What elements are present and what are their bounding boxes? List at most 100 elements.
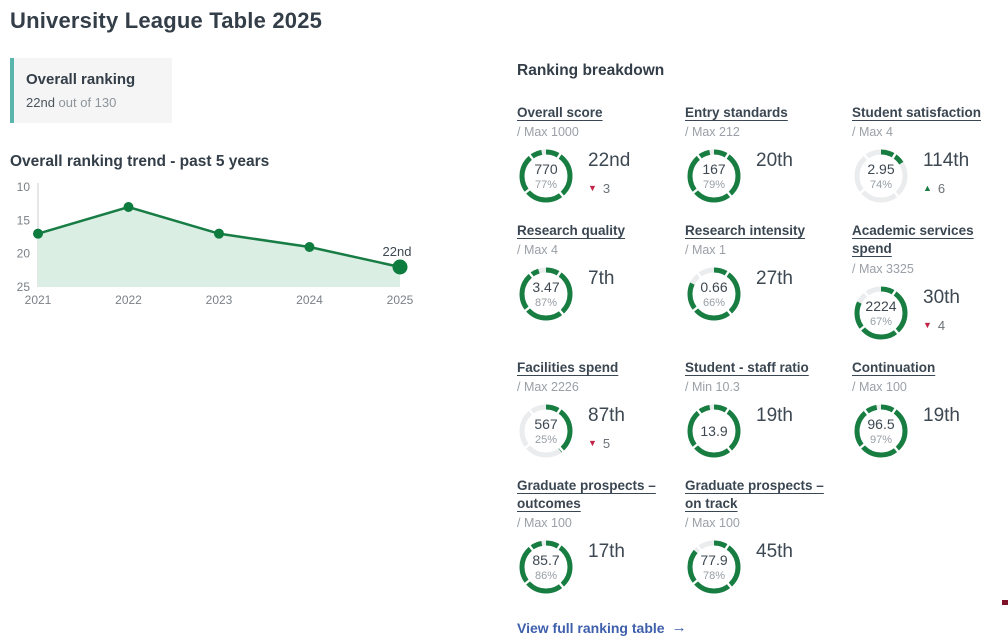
metric-card: Graduate prospects – on track / Max 100 77… bbox=[685, 477, 852, 596]
rank-label: 7th bbox=[588, 268, 615, 290]
rank-label: 17th bbox=[588, 541, 625, 563]
gauge-percent: 77% bbox=[535, 179, 557, 191]
view-full-table-link[interactable]: View full ranking table → bbox=[517, 619, 1008, 636]
svg-text:2025: 2025 bbox=[387, 293, 414, 307]
rank-block: 27th bbox=[756, 265, 793, 290]
metric-gauge: 3.47 87% bbox=[519, 267, 573, 321]
rank-block: 45th bbox=[756, 538, 793, 563]
rank-change: ▲ 6 bbox=[923, 181, 969, 196]
page-title: University League Table 2025 bbox=[10, 8, 323, 33]
overall-rank: 22nd bbox=[26, 95, 55, 110]
gauge-value: 2.95 bbox=[867, 161, 894, 177]
metric-card: Research quality / Max 4 3.47 87% 7th bbox=[517, 222, 685, 341]
rank-block: 22nd ▼ 3 bbox=[588, 147, 630, 196]
svg-text:15: 15 bbox=[17, 213, 31, 227]
rank-up-icon: ▲ bbox=[923, 183, 932, 194]
gauge-percent: 79% bbox=[703, 179, 725, 191]
breakdown-title: Ranking breakdown bbox=[517, 62, 665, 79]
rank-change: ▼ 3 bbox=[588, 181, 630, 196]
metric-max-label: / Max 4 bbox=[517, 243, 558, 258]
metric-title-link[interactable]: Entry standards bbox=[685, 105, 788, 120]
rank-label: 114th bbox=[923, 150, 970, 172]
rank-change: ▼ 4 bbox=[923, 318, 960, 333]
ranking-breakdown-panel: Ranking breakdown Overall score / Max 100… bbox=[517, 62, 1008, 636]
gauge-value: 77.9 bbox=[700, 552, 727, 568]
gauge-value: 0.66 bbox=[700, 279, 727, 295]
metric-max-label: / Max 1 bbox=[685, 243, 726, 258]
rank-label: 20th bbox=[756, 150, 793, 172]
rank-label: 22nd bbox=[588, 150, 631, 172]
rank-down-icon: ▼ bbox=[588, 183, 597, 194]
metric-card: Facilities spend / Max 2226 567 25% 87th ▼ 5 bbox=[517, 359, 685, 460]
rank-down-icon: ▼ bbox=[588, 437, 597, 448]
metric-title-link[interactable]: Student satisfaction bbox=[852, 105, 982, 120]
gauge-row: 96.5 97% 19th bbox=[852, 402, 998, 460]
rank-change-amount: 5 bbox=[602, 435, 611, 451]
rank-label: 19th bbox=[756, 404, 793, 426]
metric-max-label: / Max 100 bbox=[685, 516, 740, 531]
rank-block: 30th ▼ 4 bbox=[923, 284, 960, 333]
rank-change: ▼ 5 bbox=[588, 436, 625, 451]
rank-block: 87th ▼ 5 bbox=[588, 402, 625, 451]
gauge-percent: 78% bbox=[703, 570, 725, 582]
svg-text:2023: 2023 bbox=[206, 293, 233, 307]
metric-card: Continuation / Max 100 96.5 97% 19th bbox=[852, 359, 1008, 460]
rank-change-amount: 6 bbox=[937, 181, 946, 197]
rank-block: 7th bbox=[588, 265, 614, 290]
metric-max-label: / Max 1000 bbox=[517, 125, 579, 140]
metric-gauge: 85.7 86% bbox=[519, 540, 573, 594]
svg-text:2024: 2024 bbox=[296, 293, 323, 307]
gauge-value: 770 bbox=[534, 161, 558, 177]
metric-title-link[interactable]: Continuation bbox=[852, 359, 936, 375]
metric-card: Entry standards / Max 212 167 79% 20th bbox=[685, 104, 852, 205]
rank-label: 19th bbox=[923, 404, 960, 426]
metric-title-link[interactable]: Overall score bbox=[517, 105, 603, 120]
overall-rank-suffix: out of 130 bbox=[58, 95, 117, 110]
metric-card: Research intensity / Max 1 0.66 66% 27th bbox=[685, 222, 852, 341]
metric-cards-grid: Overall score / Max 1000 770 77% 22nd ▼ 3 Entry… bbox=[517, 104, 1008, 596]
metric-title-link[interactable]: Research quality bbox=[517, 223, 626, 239]
rank-change-amount: 4 bbox=[937, 317, 946, 333]
gauge-value: 85.7 bbox=[532, 552, 559, 568]
metric-gauge: 13.9 bbox=[687, 404, 741, 458]
view-full-table-label: View full ranking table bbox=[517, 619, 665, 636]
metric-title-link[interactable]: Academic services spend bbox=[852, 223, 974, 257]
metric-max-label: / Max 3325 bbox=[852, 261, 914, 276]
gauge-percent: 97% bbox=[870, 434, 892, 446]
metric-title-link[interactable]: Facilities spend bbox=[517, 359, 619, 375]
rank-label: 27th bbox=[756, 268, 793, 290]
svg-text:2021: 2021 bbox=[25, 293, 52, 307]
rank-block: 17th bbox=[588, 538, 625, 563]
metric-card: Academic services spend / Max 3325 2224 67%… bbox=[852, 222, 1008, 341]
gauge-value: 13.9 bbox=[700, 423, 727, 439]
metric-gauge: 0.66 66% bbox=[687, 267, 741, 321]
gauge-value: 3.47 bbox=[532, 279, 559, 295]
gauge-row: 770 77% 22nd ▼ 3 bbox=[517, 147, 675, 205]
gauge-percent: 25% bbox=[535, 434, 557, 446]
trend-chart: 10 15 20 25 22nd 2021 2022 2023 2024 2025 bbox=[10, 179, 502, 318]
metric-gauge: 2.95 74% bbox=[854, 149, 908, 203]
metric-card: Overall score / Max 1000 770 77% 22nd ▼ 3 bbox=[517, 104, 685, 205]
metric-max-label: / Max 4 bbox=[852, 125, 893, 140]
metric-title-link[interactable]: Research intensity bbox=[685, 223, 806, 239]
rank-label: 87th bbox=[588, 404, 625, 426]
metric-title-link[interactable]: Student - staff ratio bbox=[685, 359, 809, 375]
gauge-row: 2.95 74% 114th ▲ 6 bbox=[852, 147, 998, 205]
metric-card: Graduate prospects – outcomes / Max 100 85… bbox=[517, 477, 685, 596]
metric-max-label: / Min 10.3 bbox=[685, 379, 740, 394]
metric-title-link[interactable]: Graduate prospects – on track bbox=[685, 477, 824, 512]
trend-chart-title: Overall ranking trend - past 5 years bbox=[10, 153, 270, 170]
metric-card: Student satisfaction / Max 4 2.95 74% 114th ▲… bbox=[852, 104, 1008, 205]
metric-gauge: 77.9 78% bbox=[687, 540, 741, 594]
metric-title-link[interactable]: Graduate prospects – outcomes bbox=[517, 477, 656, 512]
gauge-row: 167 79% 20th bbox=[685, 147, 842, 205]
metric-gauge: 96.5 97% bbox=[854, 404, 908, 458]
gauge-percent: 74% bbox=[870, 179, 892, 191]
gauge-row: 567 25% 87th ▼ 5 bbox=[517, 402, 675, 460]
gauge-percent: 66% bbox=[703, 297, 725, 309]
overall-ranking-value: 22nd out of 130 bbox=[26, 95, 158, 110]
gauge-value: 167 bbox=[702, 161, 726, 177]
svg-text:20: 20 bbox=[17, 247, 31, 261]
